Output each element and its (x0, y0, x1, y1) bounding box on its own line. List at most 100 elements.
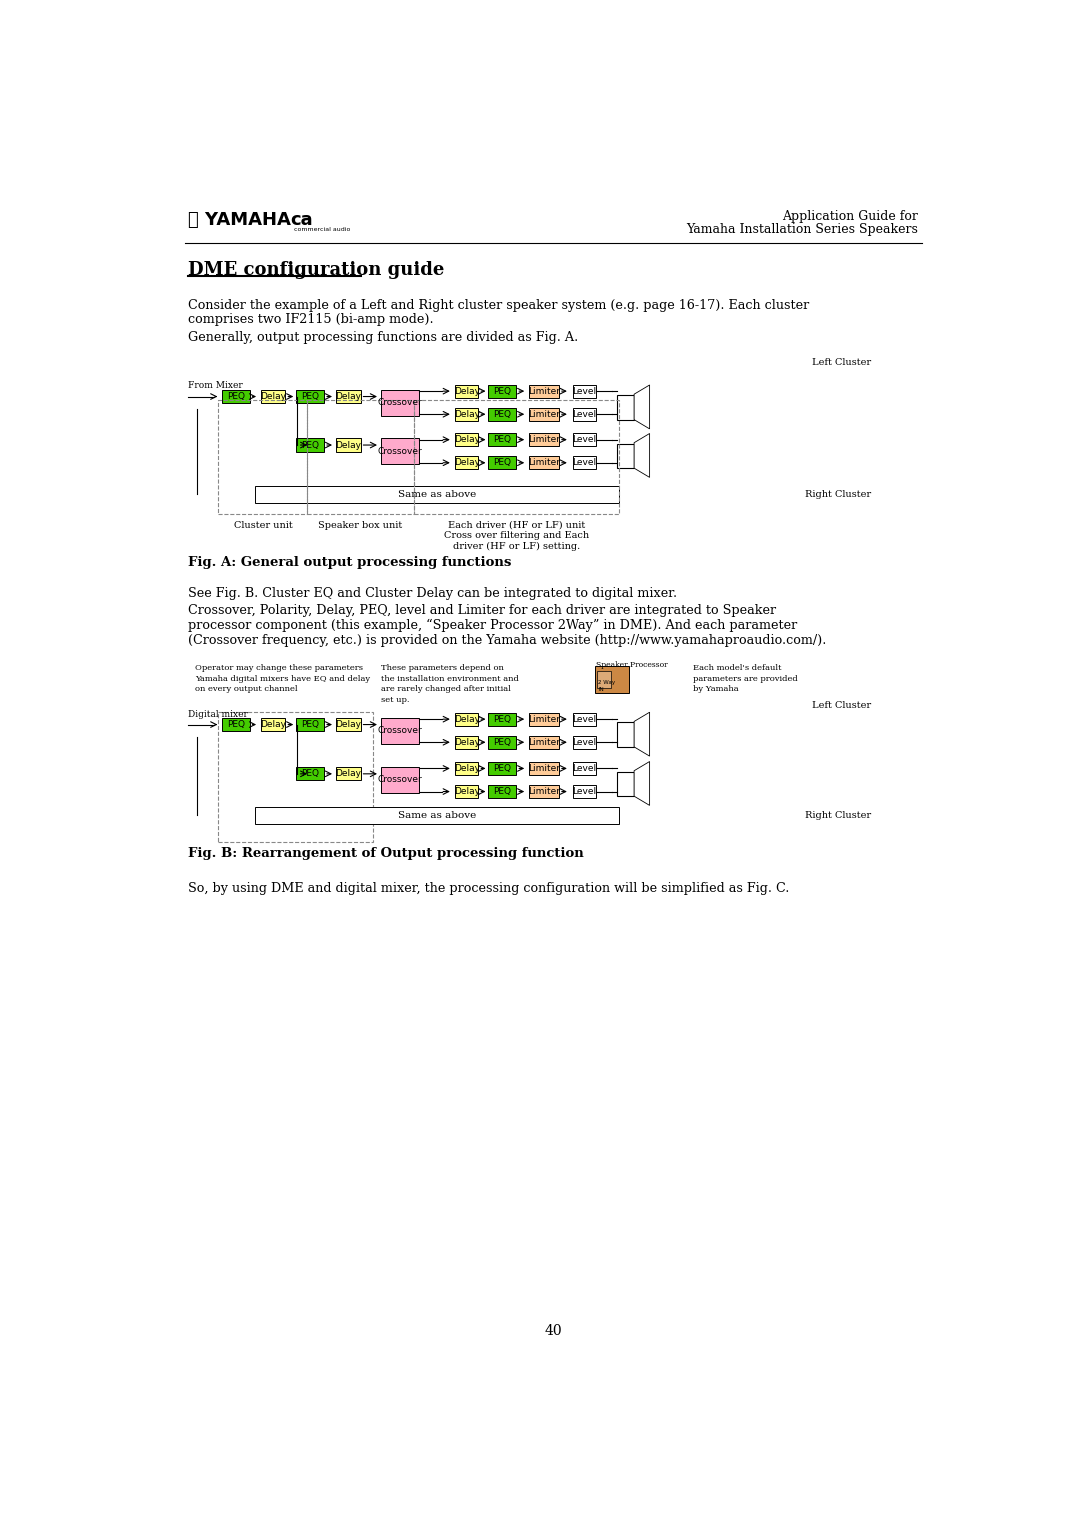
Text: Delay: Delay (454, 435, 480, 444)
Text: Level: Level (572, 786, 596, 796)
Text: Limiter: Limiter (528, 715, 561, 724)
Bar (572, 457, 596, 469)
Text: Limiter: Limiter (528, 786, 561, 796)
Text: PEQ: PEQ (494, 786, 511, 796)
Polygon shape (634, 762, 649, 805)
Text: PEQ: PEQ (301, 441, 320, 449)
Text: PEQ: PEQ (227, 392, 245, 402)
Bar (455, 713, 478, 725)
Text: Limiter: Limiter (528, 409, 561, 418)
Bar (381, 767, 419, 793)
Text: Limiter: Limiter (528, 458, 561, 467)
Bar (307, 400, 414, 515)
Bar (255, 806, 619, 825)
Text: PEQ: PEQ (494, 738, 511, 747)
Text: Level: Level (572, 738, 596, 747)
Text: Delay: Delay (454, 764, 480, 773)
Text: Delay: Delay (454, 458, 480, 467)
Bar (455, 785, 478, 799)
Bar (414, 400, 619, 515)
Text: driver (HF or LF) setting.: driver (HF or LF) setting. (453, 542, 580, 551)
Text: comprises two IF2115 (bi-amp mode).: comprises two IF2115 (bi-amp mode). (188, 313, 433, 327)
Bar (221, 718, 249, 731)
Bar (572, 385, 596, 397)
Text: Application Guide for: Application Guide for (782, 209, 918, 223)
Text: commercial audio: commercial audio (294, 228, 350, 232)
Text: Cluster unit: Cluster unit (233, 521, 293, 530)
Bar (260, 389, 285, 403)
Bar (529, 762, 559, 776)
Text: Operator may change these parameters
Yamaha digital mixers have EQ and delay
on : Operator may change these parameters Yam… (195, 664, 370, 693)
Bar (529, 713, 559, 725)
Bar (296, 438, 324, 452)
Bar (221, 389, 249, 403)
Bar (572, 434, 596, 446)
Text: Crossover: Crossover (378, 447, 422, 455)
Text: Delay: Delay (454, 786, 480, 796)
Bar (455, 762, 478, 776)
Text: Digital mixer: Digital mixer (188, 710, 247, 719)
Text: Delay: Delay (260, 721, 286, 728)
Bar (488, 457, 516, 469)
Text: PEQ: PEQ (494, 409, 511, 418)
Bar (572, 762, 596, 776)
Text: Delay: Delay (260, 392, 286, 402)
Text: Crossover, Polarity, Delay, PEQ, level and Limiter for each driver are integrate: Crossover, Polarity, Delay, PEQ, level a… (188, 605, 775, 617)
Text: IN: IN (598, 687, 604, 692)
Text: Level: Level (572, 764, 596, 773)
Text: Same as above: Same as above (399, 811, 476, 820)
Text: Left Cluster: Left Cluster (812, 701, 872, 710)
Text: Fig. B: Rearrangement of Output processing function: Fig. B: Rearrangement of Output processi… (188, 846, 583, 860)
Text: Generally, output processing functions are divided as Fig. A.: Generally, output processing functions a… (188, 331, 578, 344)
Text: Level: Level (572, 386, 596, 395)
Bar (381, 389, 419, 415)
Text: 2 Way: 2 Way (598, 680, 616, 684)
Bar (488, 785, 516, 799)
Text: Right Cluster: Right Cluster (805, 490, 872, 499)
Text: Fig. A: General output processing functions: Fig. A: General output processing functi… (188, 556, 511, 568)
Text: Each model's default
parameters are provided
by Yamaha: Each model's default parameters are prov… (693, 664, 798, 693)
Bar (218, 400, 307, 515)
Text: Delay: Delay (335, 721, 361, 728)
Text: PEQ: PEQ (301, 721, 320, 728)
Bar (529, 408, 559, 421)
Text: 40: 40 (544, 1324, 563, 1338)
Text: Speaker Processor: Speaker Processor (596, 661, 667, 669)
Bar (455, 434, 478, 446)
Bar (617, 443, 634, 469)
Text: Level: Level (572, 458, 596, 467)
Text: Yamaha Installation Series Speakers: Yamaha Installation Series Speakers (686, 223, 918, 237)
Text: PEQ: PEQ (301, 392, 320, 402)
Text: PEQ: PEQ (494, 715, 511, 724)
Bar (488, 736, 516, 748)
Bar (529, 385, 559, 397)
Text: Limiter: Limiter (528, 738, 561, 747)
Bar (488, 762, 516, 776)
Text: Delay: Delay (454, 409, 480, 418)
Text: Level: Level (572, 435, 596, 444)
Bar (572, 785, 596, 799)
Text: Delay: Delay (335, 770, 361, 779)
Text: Ⓞ YAMAHA: Ⓞ YAMAHA (188, 211, 291, 229)
Text: Delay: Delay (335, 392, 361, 402)
Polygon shape (634, 385, 649, 429)
Text: These parameters depend on
the installation environment and
are rarely changed a: These parameters depend on the installat… (381, 664, 519, 704)
Text: Same as above: Same as above (399, 490, 476, 499)
Bar (595, 666, 630, 693)
Text: processor component (this example, “Speaker Processor 2Way” in DME). And each pa: processor component (this example, “Spea… (188, 618, 797, 632)
Text: From Mixer: From Mixer (188, 382, 242, 391)
Bar (260, 718, 285, 731)
Bar (597, 670, 611, 687)
Text: Left Cluster: Left Cluster (812, 359, 872, 366)
Text: Cross over filtering and Each: Cross over filtering and Each (444, 531, 589, 541)
Bar (617, 395, 634, 420)
Text: Crossover: Crossover (378, 399, 422, 408)
Text: PEQ: PEQ (301, 770, 320, 779)
Bar (455, 408, 478, 421)
Text: Limiter: Limiter (528, 764, 561, 773)
Bar (296, 767, 324, 780)
Text: Speaker box unit: Speaker box unit (319, 521, 403, 530)
Text: Each driver (HF or LF) unit: Each driver (HF or LF) unit (448, 521, 585, 530)
Bar (381, 718, 419, 744)
Text: Consider the example of a Left and Right cluster speaker system (e.g. page 16-17: Consider the example of a Left and Right… (188, 299, 809, 312)
